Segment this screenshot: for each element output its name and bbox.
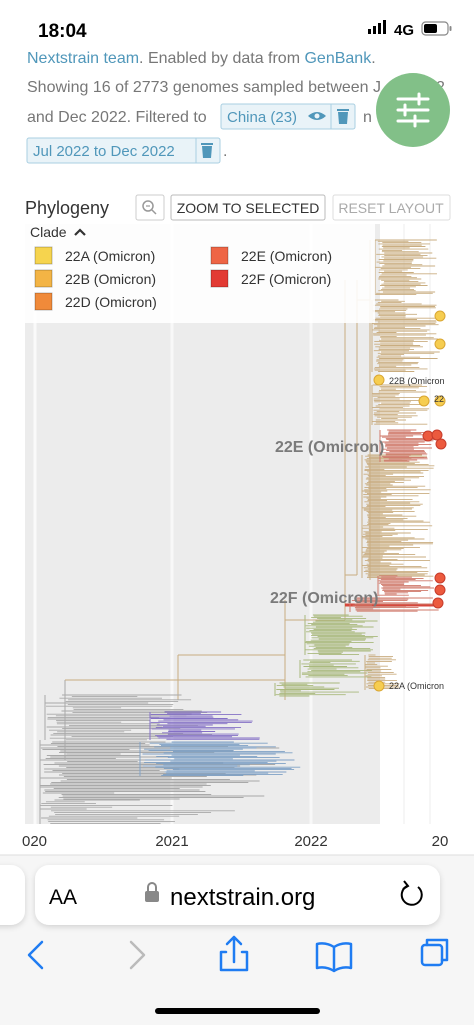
tip[interactable] (434, 572, 446, 584)
legend-item[interactable]: 22E (Omicron) (210, 246, 332, 265)
legend-item[interactable]: 22B (Omicron) (34, 269, 156, 288)
legend-caret[interactable] (74, 228, 86, 236)
filter-chip[interactable]: Jul 2022 to Dec 2022 (26, 137, 221, 164)
tip-label: 22 (434, 394, 444, 404)
legend: 22A (Omicron) 22B (Omicron) 22D (Omicron) 2… (34, 246, 332, 311)
tip[interactable] (434, 584, 446, 596)
button-bg (135, 194, 165, 221)
filter-fab[interactable] (376, 73, 450, 147)
home-indicator (155, 1008, 320, 1014)
zoom-out-button[interactable] (135, 194, 165, 221)
legend-label: 22A (Omicron) (65, 248, 155, 264)
chip-label: Jul 2022 to Dec 2022 (33, 143, 175, 160)
tabs-button[interactable] (420, 938, 449, 967)
legend-item[interactable]: 22A (Omicron) (34, 246, 155, 265)
legend-label: 22D (Omicron) (65, 294, 157, 310)
address-bar[interactable]: AA nextstrain.org (35, 865, 440, 925)
phylogenetic-tree[interactable]: 22B (Omicron 22 22A (Omicron 22E (Omicron) 2… (39, 239, 447, 824)
clade-label: 22E (Omicron) (275, 439, 384, 456)
text-size-button[interactable]: AA (49, 886, 77, 909)
back-button[interactable] (27, 940, 44, 970)
tip[interactable] (432, 597, 444, 609)
tip[interactable] (435, 438, 447, 450)
button-bg (332, 194, 451, 221)
time-axis: 020 2021 2022 20 (22, 833, 448, 850)
description-line: . (223, 143, 227, 160)
axis-label: 2022 (294, 833, 327, 850)
share-button[interactable] (219, 935, 249, 972)
tip[interactable] (434, 310, 446, 322)
chip-bg (26, 137, 221, 164)
legend-label: 22E (Omicron) (241, 248, 332, 264)
button-label: ZOOM TO SELECTED (177, 200, 320, 216)
reset-button[interactable]: RESET LAYOUT (332, 194, 451, 221)
tip-label: 22A (Omicron (389, 681, 444, 691)
tip[interactable] (373, 680, 385, 692)
axis-label: 20 (432, 833, 449, 850)
axis-label: 020 (22, 833, 47, 850)
button-bg (170, 194, 326, 221)
legend-label: 22F (Omicron) (241, 271, 331, 287)
url: nextstrain.org (170, 884, 315, 911)
battery-icon (421, 21, 452, 36)
credit-source[interactable]: GenBank (304, 50, 372, 67)
bookmarks-button[interactable] (315, 942, 353, 973)
magnifier-handle (151, 209, 157, 215)
clade-label: 22F (Omicron) (270, 590, 378, 607)
legend-swatch (210, 269, 229, 288)
axis-label: 2021 (155, 833, 188, 850)
reload-button[interactable] (400, 880, 423, 906)
credit-end: . (371, 50, 375, 67)
tip[interactable] (434, 395, 446, 407)
legend-swatch (34, 269, 53, 288)
legend-title[interactable]: Clade (30, 224, 67, 240)
description-line: and Dec 2022. Filtered to (27, 109, 207, 126)
zoom-button[interactable]: ZOOM TO SELECTED (170, 194, 326, 221)
tip-label: 22B (Omicron (389, 376, 445, 386)
legend-swatch (210, 246, 229, 265)
description-line: n (363, 109, 372, 126)
tip[interactable] (422, 430, 434, 442)
status-bar (0, 0, 474, 48)
tip[interactable] (431, 429, 443, 441)
chip-label: China (23) (227, 109, 297, 126)
tip[interactable] (434, 338, 446, 350)
chip-bg (220, 103, 356, 130)
forward-button[interactable] (129, 940, 146, 970)
legend-bg (25, 222, 375, 323)
legend-label: 22B (Omicron) (65, 271, 156, 287)
legend-item[interactable]: 22D (Omicron) (34, 292, 157, 311)
credit-text: . Enabled by data from (139, 50, 304, 67)
legend-swatch (34, 292, 53, 311)
magnifier (142, 200, 154, 212)
credit-link[interactable]: Nextstrain team (27, 50, 139, 67)
tip[interactable] (418, 395, 430, 407)
panel-title: Phylogeny (25, 198, 109, 218)
button-label: RESET LAYOUT (338, 200, 444, 216)
signal-icon (368, 20, 386, 34)
eye-pupil (314, 113, 320, 119)
tip[interactable] (373, 374, 385, 386)
legend-swatch (34, 246, 53, 265)
trash-icon[interactable] (337, 109, 349, 124)
sliders-icon (396, 92, 430, 128)
lock-icon (145, 882, 159, 902)
description-line: Showing 16 of 2773 genomes sampled betwe… (27, 79, 381, 96)
grid-lines (33, 224, 431, 824)
status-time: 18:04 (38, 21, 87, 42)
previous-tab[interactable] (0, 865, 25, 925)
nav-icons (27, 935, 449, 973)
status-network: 4G (394, 22, 414, 39)
credit: Nextstrain team. Enabled by data from Ge… (27, 50, 376, 67)
trash-icon[interactable] (201, 143, 213, 158)
address-bg (35, 865, 440, 925)
filter-chip[interactable]: China (23) (220, 103, 356, 130)
legend-item[interactable]: 22F (Omicron) (210, 269, 331, 288)
